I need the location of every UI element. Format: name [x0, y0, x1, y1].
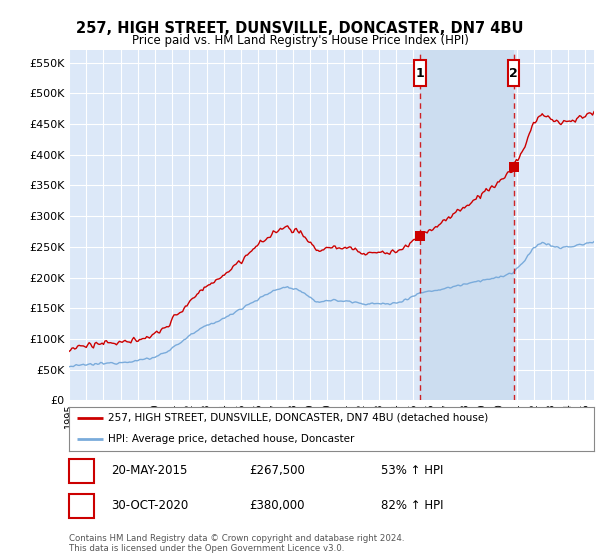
- Text: £267,500: £267,500: [249, 464, 305, 478]
- Bar: [508, 60, 520, 86]
- Text: Price paid vs. HM Land Registry's House Price Index (HPI): Price paid vs. HM Land Registry's House …: [131, 34, 469, 46]
- Text: 257, HIGH STREET, DUNSVILLE, DONCASTER, DN7 4BU: 257, HIGH STREET, DUNSVILLE, DONCASTER, …: [76, 21, 524, 36]
- Text: 82% ↑ HPI: 82% ↑ HPI: [381, 499, 443, 512]
- Text: 2: 2: [77, 499, 86, 512]
- Text: 1: 1: [77, 464, 86, 478]
- Text: 1: 1: [415, 67, 424, 80]
- Text: 20-MAY-2015: 20-MAY-2015: [111, 464, 187, 478]
- Text: £380,000: £380,000: [249, 499, 305, 512]
- Text: 53% ↑ HPI: 53% ↑ HPI: [381, 464, 443, 478]
- Text: 2: 2: [509, 67, 518, 80]
- Text: Contains HM Land Registry data © Crown copyright and database right 2024.
This d: Contains HM Land Registry data © Crown c…: [69, 534, 404, 553]
- Text: HPI: Average price, detached house, Doncaster: HPI: Average price, detached house, Donc…: [109, 435, 355, 445]
- Bar: [420, 50, 514, 400]
- Text: 257, HIGH STREET, DUNSVILLE, DONCASTER, DN7 4BU (detached house): 257, HIGH STREET, DUNSVILLE, DONCASTER, …: [109, 413, 488, 423]
- Text: 30-OCT-2020: 30-OCT-2020: [111, 499, 188, 512]
- Bar: [414, 60, 425, 86]
